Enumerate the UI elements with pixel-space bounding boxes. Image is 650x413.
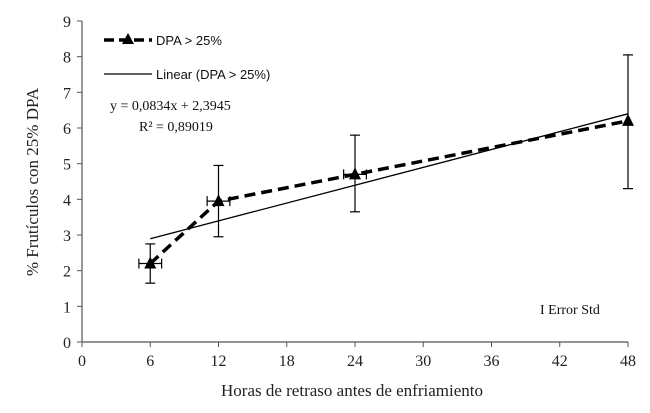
x-axis-title: Horas de retraso antes de enfriamiento (221, 381, 483, 400)
y-tick-label: 3 (63, 228, 71, 245)
trend-equation: y = 0,0834x + 2,3945 (110, 99, 231, 114)
y-tick-label: 7 (63, 85, 71, 102)
y-tick-label: 8 (63, 50, 71, 67)
data-point-marker (349, 167, 361, 180)
x-tick-label: 6 (146, 353, 154, 370)
data-point-marker (212, 194, 225, 207)
x-tick-label: 36 (484, 353, 500, 370)
data-point-marker (622, 113, 634, 126)
series-line (149, 119, 629, 265)
x-tick-label: 0 (78, 353, 86, 370)
trendline (150, 113, 629, 240)
data-point-marker (144, 256, 157, 269)
x-axis-ticks: 0 6 12 18 24 30 36 42 48 (78, 342, 636, 370)
r-squared: R² = 0,89019 (139, 120, 213, 135)
y-tick-label: 1 (63, 299, 71, 316)
y-tick-label: 9 (63, 14, 71, 31)
y-axis-title: % Frutículos con 25% DPA (23, 87, 42, 276)
legend-label-trend: Linear (DPA > 25%) (156, 67, 270, 82)
y-tick-label: 5 (63, 157, 71, 174)
legend: DPA > 25% Linear (DPA > 25%) (104, 33, 270, 82)
x-tick-label: 48 (620, 353, 636, 370)
y-tick-label: 6 (63, 121, 71, 138)
markers-group (144, 113, 634, 269)
y-tick-label: 0 (63, 335, 71, 352)
series-group (149, 119, 629, 265)
y-axis-ticks: 0 1 2 3 4 5 6 7 8 9 (63, 14, 82, 352)
x-tick-label: 30 (415, 353, 431, 370)
x-tick-label: 42 (552, 353, 568, 370)
x-tick-label: 12 (211, 353, 227, 370)
x-tick-label: 18 (279, 353, 295, 370)
error-note: I Error Std (540, 303, 600, 318)
trendline-group (150, 113, 629, 240)
legend-label-series: DPA > 25% (156, 33, 222, 48)
x-tick-label: 24 (347, 353, 363, 370)
legend-triangle-marker (122, 33, 134, 44)
y-tick-label: 2 (63, 264, 71, 281)
y-tick-label: 4 (63, 192, 71, 209)
